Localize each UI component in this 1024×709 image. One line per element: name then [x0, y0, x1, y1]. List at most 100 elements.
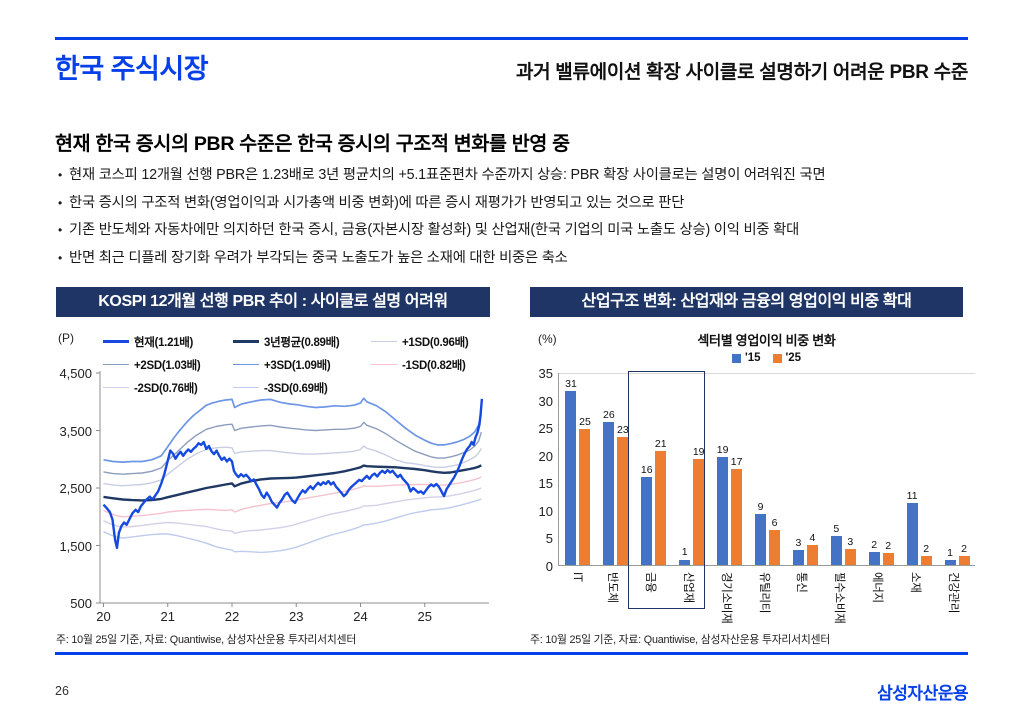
bullet-text: 현재 코스피 12개월 선행 PBR은 1.23배로 3년 평균치의 +5.1표…	[69, 167, 826, 183]
x-tick-label: 24	[353, 609, 368, 624]
legend-label: -3SD(0.69배)	[264, 382, 328, 395]
bar-반도체-'15	[603, 421, 615, 565]
highlight-box-finance-industrials	[628, 371, 705, 609]
left-chart-note: 주: 10월 25일 기준, 자료: Quantiwise, 삼성자산운용 투자…	[56, 634, 357, 646]
legend-item: -3SD(0.69배)	[233, 380, 371, 395]
legend-item: +3SD(1.09배)	[233, 357, 371, 372]
bar-value-label: 5	[833, 522, 840, 535]
line-chart-legend: 현재(1.21배) 3년평균(0.89배) +1SD(0.96배) +2SD(1.03…	[103, 334, 487, 395]
y-tick-label: 1,500	[59, 538, 92, 554]
x-tick-label: 25	[417, 609, 432, 624]
bar-금융-'15	[641, 476, 653, 565]
legend-item: -2SD(0.76배)	[103, 380, 233, 395]
bar-value-label: 25	[579, 416, 591, 429]
legend-swatch	[233, 340, 259, 343]
bar-chart-top-gridline	[559, 373, 975, 374]
bar-경기소비재-'25	[731, 469, 743, 565]
bar-value-label: 21	[654, 437, 667, 450]
bar-건강관리-'25	[958, 556, 970, 565]
left-chart-title-bar: KOSPI 12개월 선행 PBR 추이 : 사이클로 설명 어려워	[56, 287, 490, 317]
bar-필수소비재-'25	[844, 549, 856, 565]
legend-swatch	[371, 363, 397, 366]
legend-label: '15	[744, 352, 761, 364]
bar-value-label: 1	[947, 547, 953, 560]
bar-산업재-'15	[679, 559, 691, 565]
category-label-유틸리티: 유틸리티	[757, 572, 770, 614]
bullet-list: • 현재 코스피 12개월 선행 PBR은 1.23배로 3년 평균치의 +5.1…	[58, 167, 968, 277]
bar-value-label: 31	[565, 378, 577, 391]
legend-item: +2SD(1.03배)	[103, 357, 233, 372]
left-axis-unit: (P)	[58, 331, 74, 345]
series--2SD(0.76배)	[103, 487, 482, 535]
bar-value-label: 1	[681, 546, 688, 559]
page-number: 26	[55, 684, 69, 698]
bar-value-label: 19	[692, 446, 705, 459]
bar-value-label: 4	[809, 532, 816, 545]
y-tick-label: 30	[538, 393, 553, 409]
bar-value-label: 2	[871, 538, 878, 551]
category-label-에너지: 에너지	[871, 572, 884, 603]
legend-label: 현재(1.21배)	[134, 336, 194, 349]
right-chart-title-bar: 산업구조 변화: 산업재와 금융의 영업이익 비중 확대	[530, 287, 963, 317]
bar-value-label: 2	[885, 539, 892, 552]
kospi-pbr-line-chart	[96, 371, 489, 607]
bar-소재-'15	[906, 502, 918, 565]
page-subtitle: 과거 밸류에이션 확장 사이클로 설명하기 어려운 PBR 수준	[515, 62, 968, 83]
bar-value-label: 23	[617, 423, 629, 436]
legend-swatch	[103, 386, 129, 389]
bar-IT-'25	[579, 429, 591, 565]
bar-value-label: 17	[730, 456, 743, 469]
legend-swatch	[103, 363, 129, 366]
x-tick-label: 20	[96, 609, 111, 624]
bar-chart-title: 섹터별 영업이익 비중 변화	[697, 333, 836, 348]
bar-건강관리-'15	[944, 560, 956, 565]
bar-유틸리티-'25	[769, 530, 780, 565]
category-label-반도체: 반도체	[605, 572, 618, 603]
legend-item: 현재(1.21배)	[103, 334, 233, 349]
legend-swatch	[731, 353, 741, 363]
series-+3SD(1.09배)	[103, 397, 483, 463]
legend-item: '25	[772, 352, 802, 364]
bar-value-label: 16	[640, 463, 653, 476]
bar-value-label: 19	[716, 444, 729, 457]
legend-label: 3년평균(0.89배)	[264, 336, 340, 349]
legend-item: -1SD(0.82배)	[371, 357, 487, 372]
legend-label: +2SD(1.03배)	[134, 359, 201, 372]
category-label-IT: IT	[570, 572, 583, 582]
category-label-경기소비재: 경기소비재	[719, 572, 732, 624]
y-tick-label: 500	[70, 596, 92, 611]
bar-통신-'25	[806, 545, 818, 565]
right-chart-note: 주: 10월 25일 기준, 자료: Quantiwise, 삼성자산운용 투자…	[530, 634, 831, 646]
legend-swatch	[103, 340, 129, 343]
series--3SD(0.69배)	[103, 498, 482, 554]
legend-swatch	[233, 386, 259, 389]
category-label-통신: 통신	[795, 572, 808, 593]
legend-label: +3SD(1.09배)	[264, 359, 331, 372]
bullet-text: 반면 최근 디플레 장기화 우려가 부각되는 중국 노출도가 높은 소재에 대한…	[69, 249, 568, 266]
series-3년평균(0.89배)	[103, 464, 482, 502]
bar-value-label: 6	[771, 517, 778, 530]
y-tick-label: 0	[545, 559, 553, 574]
legend-label: '25	[785, 352, 802, 364]
right-axis-unit: (%)	[538, 332, 557, 346]
legend-label: -1SD(0.82배)	[402, 359, 466, 372]
bar-에너지-'15	[868, 551, 880, 565]
bar-소재-'25	[920, 555, 932, 565]
bullet-item: • 현재 코스피 12개월 선행 PBR은 1.23배로 3년 평균치의 +5.1…	[58, 167, 968, 184]
bar-value-label: 2	[961, 543, 967, 556]
bar-value-label: 2	[923, 542, 930, 555]
bar-산업재-'25	[693, 459, 705, 565]
y-tick-label: 3,500	[59, 423, 92, 439]
bullet-dot: •	[58, 223, 63, 237]
page-title: 한국 주식시장	[55, 54, 209, 84]
bar-필수소비재-'15	[830, 535, 842, 565]
x-tick-label: 21	[160, 609, 175, 624]
y-tick-label: 10	[538, 503, 553, 519]
bullet-item: • 한국 증시의 구조적 변화(영업이익과 시가총액 비중 변화)에 따른 증시 …	[58, 195, 968, 212]
bar-IT-'15	[565, 391, 577, 565]
bullet-text: 한국 증시의 구조적 변화(영업이익과 시가총액 비중 변화)에 따른 증시 재…	[69, 194, 685, 211]
y-tick-label: 2,500	[59, 481, 92, 496]
footer-divider	[55, 652, 968, 655]
legend-item: 3년평균(0.89배)	[233, 334, 371, 349]
series-+1SD(0.96배)	[103, 445, 482, 487]
